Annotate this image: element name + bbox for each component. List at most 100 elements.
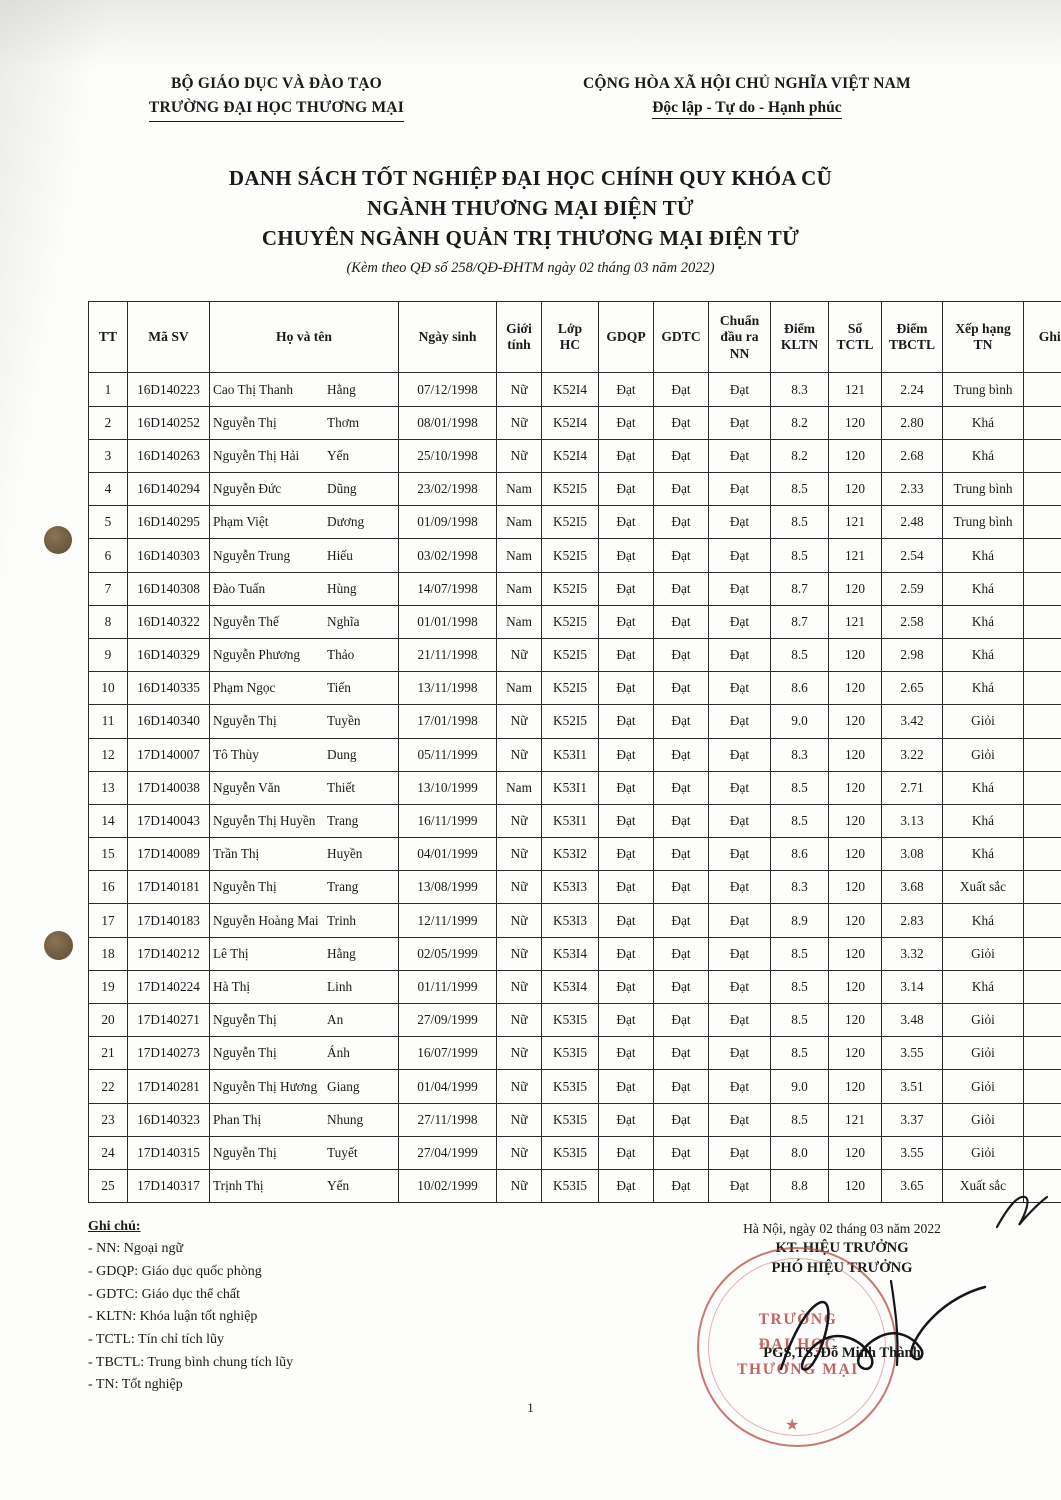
cell-class-code: K53I5	[541, 1003, 599, 1038]
cell-credits: 121	[828, 1102, 882, 1137]
cell-thesis-score: 8.6	[770, 837, 829, 872]
family-and-middle-name: Nguyễn Thị	[213, 1012, 277, 1028]
cell-classification: Giỏi	[942, 1135, 1024, 1170]
cell-class-code: K52I5	[541, 472, 599, 507]
cell-row-index: 14	[88, 803, 128, 839]
cell-gdqp-result: Đạt	[598, 1168, 654, 1204]
cell-gender: Nữ	[496, 372, 542, 407]
cell-remarks	[1023, 405, 1061, 440]
cell-gdtc-result: Đạt	[653, 704, 709, 739]
cell-row-index: 5	[88, 505, 128, 540]
given-name: Trinh	[327, 912, 357, 928]
given-name: Nhung	[327, 1111, 364, 1127]
cell-student-id: 17D140273	[127, 1036, 210, 1071]
given-name: Dung	[327, 746, 357, 762]
cell-gdtc-result: Đạt	[653, 1168, 709, 1204]
full-name-cell: Trịnh Thị Yến	[210, 1170, 398, 1202]
legend-item: - GDQP: Giáo dục quốc phòng	[88, 1263, 262, 1279]
table-row: 13 17D140038 Nguyễn Văn Thiết 13/10/1999 Nam K…	[88, 770, 1061, 805]
cell-language-result: Đạt	[708, 936, 771, 971]
cell-thesis-score: 8.5	[770, 969, 829, 1005]
cell-remarks	[1023, 1168, 1061, 1204]
given-name: Thiết	[327, 779, 356, 795]
cell-student-id: 16D140294	[127, 472, 210, 507]
cell-credits: 120	[828, 637, 882, 673]
cell-class-code: K52I5	[541, 571, 599, 606]
cell-class-code: K52I5	[541, 637, 599, 673]
given-name: Thơm	[327, 414, 360, 430]
cell-language-result: Đạt	[708, 770, 771, 805]
cell-classification: Khá	[942, 438, 1024, 474]
col-header-kltn-line2: KLTN	[780, 337, 819, 353]
cell-classification: Khá	[942, 571, 1024, 606]
table-row: 7 16D140308 Đào Tuấn Hùng 14/07/1998 Nam K52I5…	[88, 571, 1061, 606]
cell-remarks	[1023, 571, 1061, 606]
cell-language-result: Đạt	[708, 637, 771, 673]
cell-gdtc-result: Đạt	[653, 1036, 709, 1071]
table-row: 22 17D140281 Nguyễn Thị Hương Giang 01/04/19…	[88, 1069, 1061, 1104]
table-row: 16 17D140181 Nguyễn Thị Trang 13/08/1999 Nữ K5…	[88, 870, 1061, 905]
cell-gpa: 3.48	[881, 1003, 943, 1038]
full-name-cell: Cao Thị Thanh Hằng	[210, 373, 398, 405]
cell-row-index: 20	[88, 1003, 128, 1038]
cell-thesis-score: 8.5	[770, 936, 829, 971]
cell-credits: 120	[828, 671, 882, 706]
table-row: 24 17D140315 Nguyễn Thị Tuyết 27/04/1999 Nữ K5…	[88, 1135, 1061, 1170]
col-header-full-name: Họ và tên	[209, 301, 399, 374]
cell-remarks	[1023, 837, 1061, 872]
cell-language-result: Đạt	[708, 903, 771, 938]
cell-row-index: 16	[88, 870, 128, 905]
cell-date-of-birth: 01/11/1999	[398, 969, 497, 1005]
cell-gender: Nữ	[496, 1102, 542, 1137]
cell-classification: Khá	[942, 903, 1024, 938]
cell-gpa: 2.33	[881, 472, 943, 507]
page-title: DANH SÁCH TỐT NGHIỆP ĐẠI HỌC CHÍNH QUY K…	[228, 166, 833, 191]
cell-credits: 120	[828, 969, 882, 1005]
cell-gender: Nữ	[496, 438, 542, 474]
family-and-middle-name: Nguyễn Đức	[213, 481, 282, 497]
cell-full-name: Nguyễn Trung Hiếu	[209, 538, 399, 573]
cell-class-code: K53I5	[541, 1069, 599, 1104]
cell-remarks	[1023, 438, 1061, 474]
cell-class-code: K52I4	[541, 405, 599, 440]
cell-gdqp-result: Đạt	[598, 1036, 654, 1071]
cell-language-result: Đạt	[708, 969, 771, 1005]
cell-gdtc-result: Đạt	[653, 604, 709, 639]
cell-classification: Khá	[942, 405, 1024, 440]
cell-full-name: Hà Thị Linh	[209, 969, 399, 1005]
col-header-rank-line2: TN	[973, 337, 993, 353]
cell-gdtc-result: Đạt	[653, 538, 709, 573]
family-and-middle-name: Nguyễn Văn	[213, 779, 281, 795]
cell-thesis-score: 8.5	[770, 1102, 829, 1137]
given-name: Yến	[327, 1178, 350, 1194]
col-header-dob: Ngày sinh	[398, 301, 497, 374]
cell-class-code: K53I1	[541, 737, 599, 772]
table-row: 9 16D140329 Nguyễn Phương Thảo 21/11/1998 Nữ K…	[88, 637, 1061, 673]
cell-language-result: Đạt	[708, 472, 771, 507]
cell-gdqp-result: Đạt	[598, 1003, 654, 1038]
col-header-class: Lớp HC	[541, 301, 599, 374]
cell-thesis-score: 8.6	[770, 671, 829, 706]
cell-student-id: 17D140281	[127, 1069, 210, 1104]
col-header-gdtc: GDTC	[653, 301, 709, 374]
col-header-gdqp: GDQP	[598, 301, 654, 374]
cell-gdtc-result: Đạt	[653, 936, 709, 971]
cell-row-index: 23	[88, 1102, 128, 1137]
legend-item: - KLTN: Khóa luận tốt nghiệp	[88, 1309, 258, 1325]
cell-student-id: 17D140224	[127, 969, 210, 1005]
cell-remarks	[1023, 1036, 1061, 1071]
table-row: 1 16D140223 Cao Thị Thanh Hằng 07/12/1998 Nữ K…	[88, 372, 1061, 407]
cell-remarks	[1023, 969, 1061, 1005]
cell-row-index: 19	[88, 969, 128, 1005]
cell-classification: Khá	[942, 538, 1024, 573]
cell-class-code: K53I3	[541, 870, 599, 905]
cell-gdtc-result: Đạt	[653, 438, 709, 474]
family-and-middle-name: Nguyễn Thị	[213, 414, 277, 430]
cell-student-id: 16D140323	[127, 1102, 210, 1137]
family-and-middle-name: Nguyễn Thị Hải	[213, 447, 300, 463]
cell-thesis-score: 8.9	[770, 903, 829, 938]
family-and-middle-name: Hà Thị	[213, 978, 251, 994]
cell-class-code: K52I4	[541, 372, 599, 407]
col-header-tbctl-line1: Điểm	[896, 321, 928, 337]
full-name-cell: Trần Thị Huyền	[210, 838, 398, 870]
